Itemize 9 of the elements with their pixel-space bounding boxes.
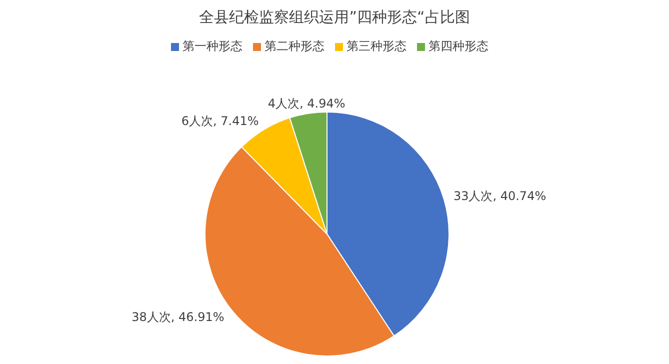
chart-title: 全县纪检监察组织运用”四种形态“占比图 (198, 8, 471, 28)
legend-label: 第四种形态 (428, 39, 488, 53)
data-label: 38人次, 46.91% (132, 310, 224, 324)
legend-label: 第二种形态 (264, 39, 324, 53)
legend-label: 第一种形态 (182, 39, 242, 53)
data-label: 6人次, 7.41% (181, 114, 259, 128)
legend-label: 第三种形态 (346, 39, 406, 53)
data-label: 4人次, 4.94% (268, 96, 346, 111)
data-label: 33人次, 40.74% (453, 189, 546, 204)
